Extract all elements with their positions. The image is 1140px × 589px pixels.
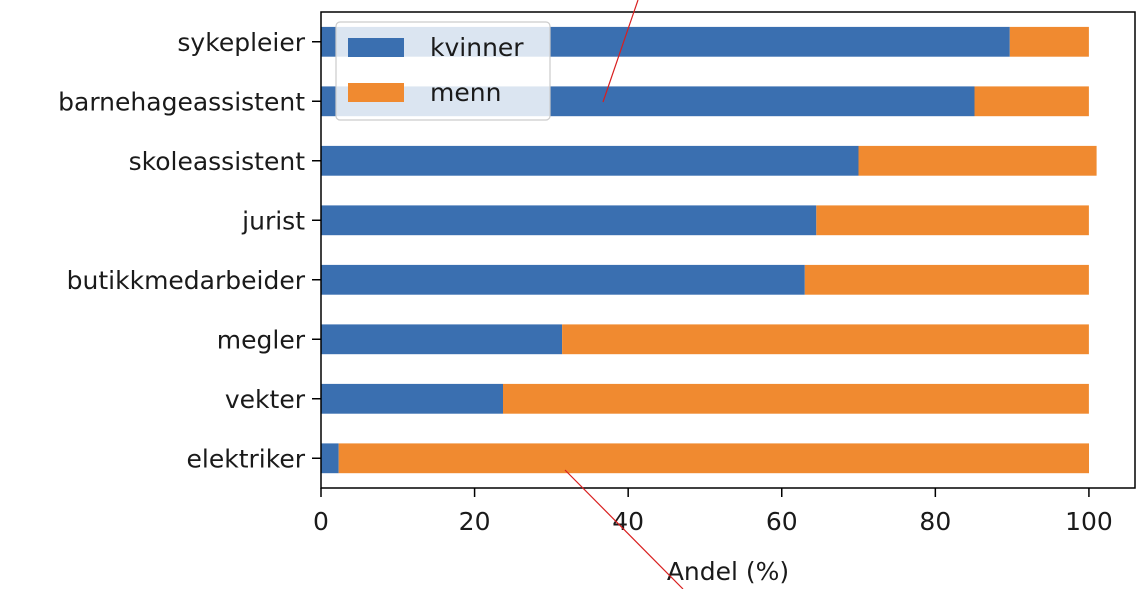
bar-skoleassistent-menn [858, 145, 1097, 176]
x-tick-label-60: 60 [766, 507, 798, 536]
x-tick-label-100: 100 [1065, 507, 1113, 536]
bar-elektriker-menn [338, 443, 1089, 474]
y-tick-label-jurist: jurist [241, 206, 305, 235]
plot-frame [320, 11, 1136, 489]
bars-group [321, 26, 1097, 474]
bar-butikkmedarbeider-menn [804, 264, 1089, 295]
x-axis-ticks: 0 20 40 60 80 100 [313, 488, 1113, 536]
annotation-line-bottom [564, 469, 684, 589]
y-tick-label-skoleassistent: skoleassistent [129, 147, 306, 176]
y-tick-label-vekter: vekter [225, 385, 306, 414]
x-axis-title: Andel (%) [667, 557, 789, 586]
legend: kvinner menn [335, 21, 551, 121]
bar-vekter-menn [503, 383, 1089, 414]
y-axis-ticks: sykepleier barnehageassistent skoleassiste… [58, 28, 321, 473]
bar-barnehageassistent-menn [974, 86, 1089, 117]
legend-swatch-kvinner [348, 38, 404, 57]
x-tick-label-80: 80 [919, 507, 951, 536]
annotation-line-top [602, 0, 639, 103]
y-tick-label-sykepleier: sykepleier [177, 28, 305, 57]
bar-elektriker-kvinner [321, 443, 339, 474]
bar-megler-kvinner [321, 324, 563, 355]
y-tick-label-barnehageassistent: barnehageassistent [58, 87, 305, 116]
x-tick-label-20: 20 [459, 507, 491, 536]
annotation-lines [564, 0, 684, 589]
bar-jurist-kvinner [321, 205, 817, 236]
bar-jurist-menn [816, 205, 1089, 236]
bar-butikkmedarbeider-kvinner [321, 264, 805, 295]
legend-label-menn: menn [430, 78, 501, 107]
x-tick-label-40: 40 [612, 507, 644, 536]
y-tick-label-elektriker: elektriker [187, 444, 306, 473]
legend-label-kvinner: kvinner [430, 33, 524, 62]
y-tick-label-megler: megler [217, 325, 306, 354]
bar-vekter-kvinner [321, 383, 503, 414]
legend-swatch-menn [348, 83, 404, 102]
x-tick-label-0: 0 [313, 507, 329, 536]
bar-skoleassistent-kvinner [321, 145, 859, 176]
y-tick-label-butikkmedarbeider: butikkmedarbeider [67, 266, 306, 295]
bar-megler-menn [562, 324, 1089, 355]
bar-sykepleier-menn [1009, 26, 1089, 57]
